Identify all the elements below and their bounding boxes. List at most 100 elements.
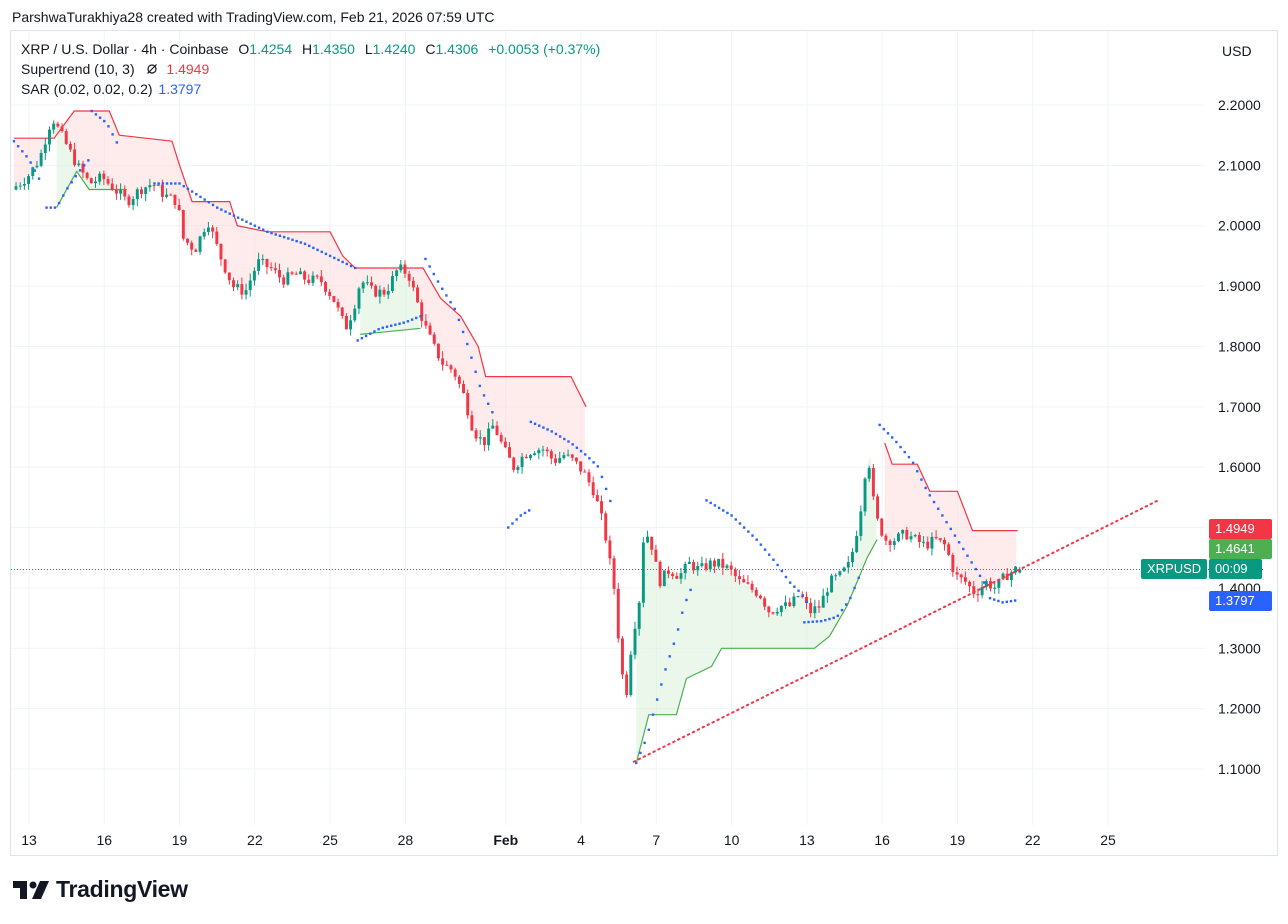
x-tick-label: 16 <box>874 832 890 848</box>
sar-dot <box>320 250 323 254</box>
candle <box>257 252 261 275</box>
candle-body <box>700 563 704 566</box>
sar-dot <box>643 741 646 745</box>
candle <box>867 465 871 482</box>
candle-body <box>319 276 323 283</box>
candle-body <box>712 560 716 567</box>
sar-dot <box>224 210 227 213</box>
candle <box>298 267 302 275</box>
sar-dot <box>797 589 800 592</box>
candle <box>654 544 658 562</box>
sar-dot <box>360 336 364 340</box>
candle-body <box>211 227 215 232</box>
supertrend-label[interactable]: Supertrend (10, 3) <box>21 61 135 77</box>
sar-dots <box>12 109 1017 765</box>
trendline-dotted[interactable] <box>632 499 1160 763</box>
candle <box>616 583 620 643</box>
x-axis[interactable]: 13 16 19 22 25 28 Feb 4 7 10 13 16 19 22 25 <box>21 832 1116 848</box>
candle-body <box>972 586 976 595</box>
sar-dot <box>529 420 533 424</box>
candle <box>357 286 361 314</box>
price-tag-symbol: XRPUSD <box>1141 559 1207 579</box>
sar-dot <box>907 455 911 459</box>
sar-dot <box>220 208 223 211</box>
sar-segment <box>153 182 357 270</box>
candle <box>549 449 553 465</box>
candle-body <box>290 272 294 274</box>
sar-dot <box>470 356 473 359</box>
x-tick-label: 22 <box>247 832 263 848</box>
x-tick-label: 16 <box>96 832 112 848</box>
candle-body <box>528 454 532 459</box>
candle-body <box>800 596 804 598</box>
candle-body <box>859 511 863 536</box>
candle-body <box>89 178 93 184</box>
tradingview-wordmark: TradingView <box>56 876 188 902</box>
currency-label[interactable]: USD <box>1222 43 1252 59</box>
sar-label[interactable]: SAR (0.02, 0.02, 0.2) <box>21 81 153 97</box>
legend-symbol[interactable]: XRP / U.S. Dollar · 4h · Coinbase <box>21 41 229 57</box>
sar-dot <box>717 506 721 510</box>
sar-dot <box>988 596 992 600</box>
candle <box>282 274 286 288</box>
sar-dot <box>178 182 181 185</box>
candle <box>131 196 135 211</box>
candle <box>629 650 633 697</box>
candle-body <box>449 365 453 370</box>
candle-body <box>135 189 139 200</box>
chart-pane[interactable] <box>10 30 1278 856</box>
candle <box>972 581 976 599</box>
sar-dot <box>713 504 717 507</box>
tradingview-logo[interactable]: TradingView <box>12 876 188 903</box>
candle-body <box>156 184 160 186</box>
legend-supertrend[interactable]: Supertrend (10, 3) 1.4949 <box>21 61 211 77</box>
sar-value: 1.3797 <box>158 81 202 97</box>
candle <box>336 298 340 312</box>
y-axis[interactable]: 2.2000 2.1000 2.0000 1.9000 1.8000 1.7000 1.60… <box>1218 97 1261 777</box>
sar-dot <box>287 237 290 240</box>
candle <box>453 367 457 381</box>
candle-body <box>838 571 842 576</box>
candle <box>152 184 156 192</box>
candle-body <box>503 441 507 448</box>
candle <box>754 587 758 598</box>
x-tick-label: 13 <box>21 832 37 848</box>
candle <box>968 580 972 593</box>
candle-body <box>441 358 445 365</box>
sar-dot <box>836 614 840 617</box>
candle-body <box>549 451 553 459</box>
sar-dot <box>647 728 650 731</box>
candle-body <box>324 282 327 292</box>
sar-dot <box>373 330 376 333</box>
candle-body <box>637 602 641 629</box>
candle-body <box>474 430 478 439</box>
candle <box>98 171 102 185</box>
sar-dot <box>45 206 48 209</box>
sar-dot <box>12 140 16 143</box>
candle-body <box>846 562 850 568</box>
candle <box>855 530 859 554</box>
candle-body <box>482 437 486 446</box>
legend-sar[interactable]: SAR (0.02, 0.02, 0.2) 1.3797 <box>21 81 203 97</box>
sar-dot <box>515 518 518 521</box>
candle <box>48 126 51 152</box>
candle <box>169 193 173 196</box>
visibility-toggle-icon[interactable] <box>145 63 159 75</box>
y-tick-label: 1.7000 <box>1218 399 1261 415</box>
sar-dot <box>228 212 231 215</box>
candle <box>717 558 721 569</box>
sar-dot <box>596 465 599 468</box>
candle <box>232 277 235 292</box>
sar-dot <box>651 713 655 716</box>
candle <box>349 315 353 336</box>
candle <box>248 273 252 297</box>
candle-body <box>395 270 399 277</box>
candle <box>696 561 700 576</box>
sar-dot <box>337 258 340 262</box>
candle-body <box>386 290 390 295</box>
sar-dot <box>457 318 461 322</box>
x-tick-label: 19 <box>172 832 188 848</box>
candle-body <box>947 544 951 555</box>
trendline[interactable] <box>632 499 1160 763</box>
